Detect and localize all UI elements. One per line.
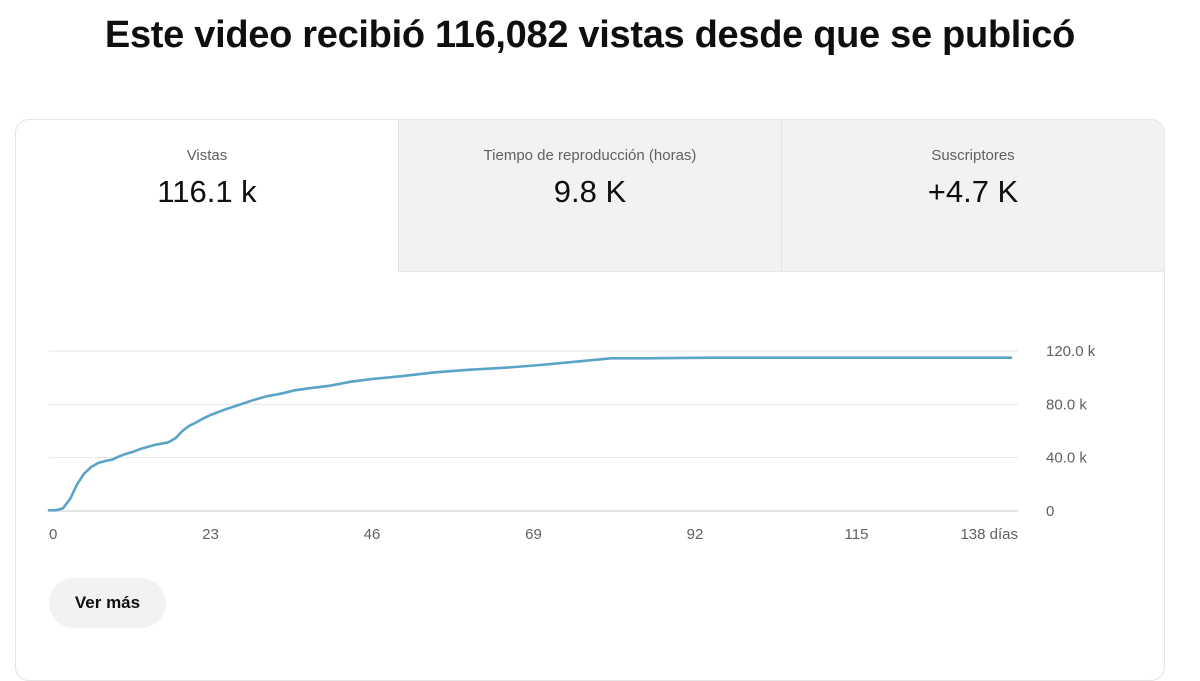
page-headline: Este video recibió 116,082 vistas desde … <box>104 14 1076 56</box>
x-tick-label: 69 <box>525 526 542 543</box>
x-tick-label: 0 <box>49 526 57 543</box>
x-tick-label: 46 <box>364 526 381 543</box>
x-tick-label: 23 <box>202 526 219 543</box>
y-tick-label: 0 <box>1046 503 1054 520</box>
x-tick-label: 115 <box>845 526 869 543</box>
tab-subscribers-value: +4.7 K <box>927 174 1019 209</box>
views-series-line <box>47 356 1013 512</box>
x-tick-label: 138 días <box>960 526 1018 543</box>
tab-watch-time[interactable]: Tiempo de reproducción (horas) 9.8 K <box>398 120 781 272</box>
tab-views-value: 116.1 k <box>157 174 257 209</box>
y-tick-label: 40.0 k <box>1046 450 1087 467</box>
tab-watch-time-label: Tiempo de reproducción (horas) <box>483 147 697 164</box>
y-tick-label: 120.0 k <box>1046 343 1096 360</box>
y-tick-label: 80.0 k <box>1046 396 1087 413</box>
metric-tabs: Vistas 116.1 k Tiempo de reproducción (h… <box>16 120 1164 272</box>
tab-views[interactable]: Vistas 116.1 k <box>16 120 398 272</box>
tab-subscribers-label: Suscriptores <box>931 147 1015 164</box>
tab-subscribers[interactable]: Suscriptores +4.7 K <box>781 120 1164 272</box>
see-more-button[interactable]: Ver más <box>49 578 166 628</box>
tab-watch-time-value: 9.8 K <box>553 174 627 209</box>
analytics-card: Vistas 116.1 k Tiempo de reproducción (h… <box>15 119 1165 681</box>
views-line-chart: 0 40.0 k 80.0 k 120.0 k 0 23 46 69 92 115 138 días <box>47 343 1096 543</box>
x-tick-label: 92 <box>687 526 704 543</box>
tab-views-label: Vistas <box>186 147 228 164</box>
